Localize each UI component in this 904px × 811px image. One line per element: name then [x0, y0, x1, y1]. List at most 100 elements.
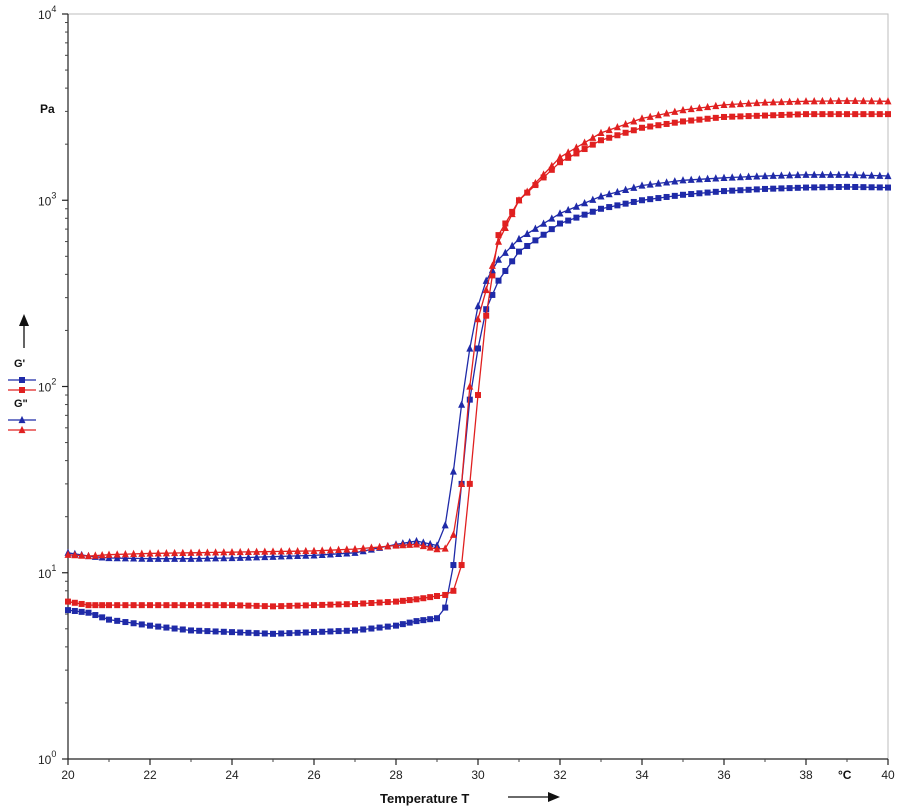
data-point [147, 622, 153, 629]
x-tick-label: 38 [799, 768, 813, 782]
data-point [769, 171, 777, 179]
data-point [413, 540, 420, 548]
data-point [130, 549, 138, 558]
data-point [523, 187, 531, 195]
series-layer [64, 96, 892, 637]
data-point [245, 629, 252, 636]
x-tick-label: 32 [553, 768, 567, 782]
data-point [188, 627, 194, 634]
data-point [687, 175, 695, 183]
data-point [138, 554, 146, 562]
data-point [753, 172, 761, 180]
data-point [244, 547, 252, 556]
data-point [163, 624, 170, 631]
data-point [220, 628, 227, 635]
data-point [441, 521, 449, 529]
data-point [794, 111, 801, 118]
y-tick-base: 10 [38, 194, 52, 208]
data-point [99, 614, 106, 621]
data-point [495, 232, 502, 239]
data-point [827, 111, 834, 118]
legend-triangle-icon [18, 415, 26, 424]
data-point [92, 612, 99, 619]
data-point [852, 111, 859, 118]
data-point [376, 542, 384, 551]
data-point [573, 214, 580, 221]
data-point [548, 166, 555, 173]
data-point [91, 551, 99, 559]
data-point [712, 174, 720, 182]
data-point [122, 619, 129, 626]
data-point [179, 602, 186, 609]
data-point [130, 554, 138, 562]
data-point [368, 625, 375, 632]
data-point [420, 595, 427, 602]
data-point [827, 184, 834, 191]
data-point [171, 548, 179, 557]
data-point [502, 267, 509, 274]
data-point [466, 382, 474, 390]
data-point [770, 112, 777, 119]
data-point [638, 181, 646, 189]
data-point [508, 209, 516, 218]
data-point [835, 96, 843, 105]
data-point [285, 547, 293, 555]
data-point [810, 97, 818, 105]
y-tick-label: 104 [38, 4, 56, 22]
data-point [270, 630, 276, 637]
data-point [736, 172, 744, 181]
data-point [844, 111, 850, 118]
data-point [762, 112, 768, 119]
data-point [654, 110, 662, 119]
data-point [253, 602, 260, 609]
y-tick-label: 100 [38, 749, 56, 767]
data-point [868, 184, 875, 191]
data-point [294, 602, 301, 609]
data-point [228, 548, 236, 556]
data-point [540, 231, 547, 238]
data-point [778, 185, 785, 192]
data-point [646, 112, 654, 120]
data-point [737, 113, 744, 120]
data-point [450, 562, 457, 569]
data-point [204, 628, 211, 635]
data-point [318, 550, 326, 558]
data-point [188, 602, 194, 609]
data-point [261, 547, 269, 555]
data-point [163, 602, 170, 609]
data-point [311, 602, 317, 609]
data-point [884, 171, 892, 180]
data-point [680, 118, 686, 125]
x-axis-label: Temperature T [380, 791, 469, 806]
data-point [419, 541, 427, 550]
data-point [622, 120, 630, 128]
data-point [351, 548, 359, 556]
data-point [495, 237, 502, 245]
data-point [488, 261, 496, 269]
data-point [393, 598, 399, 605]
data-point [244, 553, 252, 561]
data-point [548, 161, 556, 170]
data-point [622, 185, 630, 193]
data-point [92, 602, 99, 609]
data-point [712, 188, 719, 195]
data-point [294, 551, 302, 560]
data-point [441, 544, 449, 552]
data-point [548, 214, 556, 222]
data-point [696, 116, 703, 123]
data-point [138, 621, 145, 628]
data-point [351, 544, 359, 553]
data-point [171, 554, 179, 562]
y-tick-exp: 3 [51, 190, 56, 200]
x-tick-label: 30 [471, 768, 485, 782]
data-point [335, 549, 343, 557]
legend-square-icon [19, 387, 25, 393]
data-point [269, 547, 277, 555]
data-point [179, 548, 187, 557]
data-point [556, 153, 564, 161]
data-point [695, 175, 703, 183]
data-point [885, 111, 891, 118]
data-point [639, 197, 645, 204]
data-point [581, 138, 589, 146]
data-point [876, 97, 884, 105]
